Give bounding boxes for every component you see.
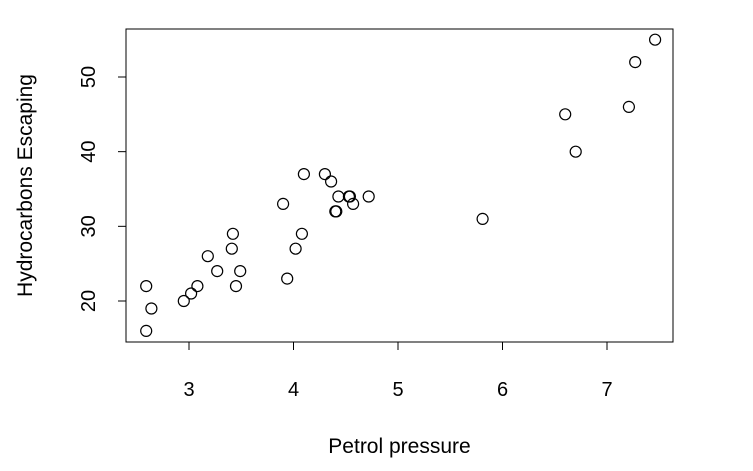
data-point <box>229 280 243 293</box>
data-point <box>191 280 204 293</box>
data-point <box>140 324 153 337</box>
data-point <box>295 227 308 240</box>
data-point <box>201 250 214 263</box>
x-tick-label: 7 <box>601 379 612 401</box>
data-point <box>225 242 238 255</box>
data-point <box>281 272 294 285</box>
y-axis-label: Hydrocarbons Escaping <box>14 74 37 297</box>
data-point <box>476 212 489 225</box>
data-point <box>332 190 345 203</box>
data-point <box>362 190 375 203</box>
x-tick-label: 3 <box>183 379 194 401</box>
y-tick-label: 40 <box>78 141 100 163</box>
data-point <box>185 287 198 300</box>
data-point <box>622 100 636 114</box>
data-point <box>140 280 153 293</box>
data-point <box>325 175 338 188</box>
data-point <box>318 168 331 181</box>
data-points <box>140 33 662 337</box>
data-point <box>289 242 302 255</box>
x-tick-label: 5 <box>392 379 403 401</box>
data-point <box>648 33 662 46</box>
data-point <box>343 190 356 203</box>
data-point <box>347 197 360 210</box>
x-axis: 3 4 5 6 7 <box>183 341 613 401</box>
x-tick-label: 6 <box>497 379 508 401</box>
y-tick-label: 50 <box>78 66 100 88</box>
plot-frame <box>125 28 674 343</box>
data-point <box>629 55 642 69</box>
y-tick-label: 20 <box>78 290 100 312</box>
data-point <box>329 205 342 218</box>
x-axis-label: Petrol pressure <box>328 435 470 458</box>
x-tick-label: 4 <box>288 379 299 401</box>
data-point <box>234 265 247 278</box>
data-point <box>297 168 310 181</box>
data-point <box>145 302 158 315</box>
data-point <box>211 265 224 278</box>
y-tick-label: 30 <box>78 215 100 237</box>
y-axis: 20 30 40 50 <box>78 66 127 312</box>
data-point <box>330 205 343 218</box>
data-point <box>569 145 582 158</box>
data-point <box>177 294 190 308</box>
data-point <box>226 227 239 240</box>
data-point <box>559 108 572 121</box>
data-point <box>277 197 290 210</box>
